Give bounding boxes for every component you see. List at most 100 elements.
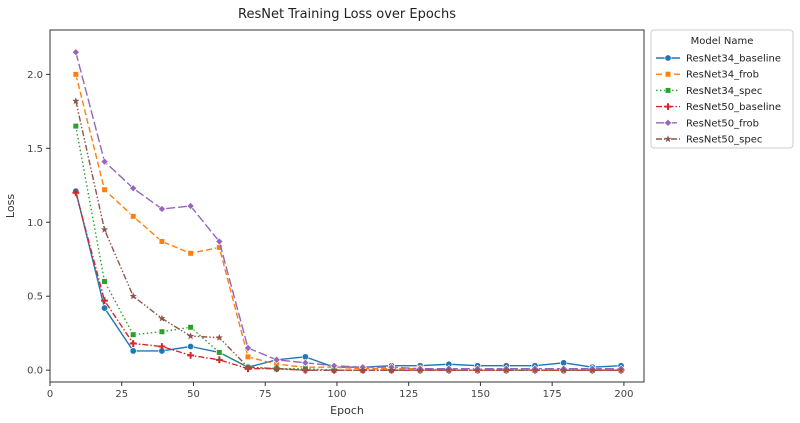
data-point [186, 201, 195, 211]
data-point [272, 355, 281, 364]
legend-label: ResNet34_baseline [686, 54, 781, 65]
series-ResNet34_spec [72, 123, 625, 374]
data-point [101, 304, 109, 312]
legend-title: Model Name [691, 36, 754, 47]
legend-label: ResNet50_spec [686, 135, 762, 146]
data-point [72, 189, 80, 197]
x-tick-label: 75 [259, 389, 272, 400]
data-point [187, 250, 194, 257]
legend-item: ResNet50_baseline [656, 102, 781, 113]
y-tick-label: 1.5 [27, 144, 43, 155]
data-point [617, 366, 625, 374]
data-point [301, 358, 310, 367]
data-point [243, 343, 253, 353]
data-point [72, 97, 80, 105]
legend-swatch-marker [663, 118, 673, 127]
legend-item: ResNet50_frob [656, 118, 759, 129]
data-point [157, 204, 166, 213]
data-point [129, 347, 137, 355]
data-point [129, 340, 137, 347]
y-tick-label: 0.0 [27, 366, 43, 377]
x-tick-label: 125 [399, 389, 418, 400]
data-point [101, 186, 108, 193]
data-point [72, 123, 79, 130]
chart-title: ResNet Training Loss over Epochs [238, 7, 456, 22]
y-axis: 0.0 0.5 1.0 1.5 2.0 [27, 70, 50, 377]
series-line [75, 192, 622, 371]
data-point [273, 364, 281, 372]
data-point [130, 331, 137, 338]
data-point [158, 343, 166, 350]
series-line [75, 74, 622, 371]
data-point [244, 353, 252, 360]
series-ResNet34_frob [72, 71, 625, 374]
data-point [158, 314, 166, 322]
y-tick-label: 1.0 [27, 218, 43, 229]
data-point [187, 351, 195, 359]
x-axis-label: Epoch [330, 404, 364, 417]
x-tick-label: 0 [47, 389, 53, 400]
data-point [129, 292, 137, 300]
series-ResNet34_baseline [72, 187, 625, 371]
data-point [502, 366, 510, 374]
legend-swatch-marker [664, 135, 672, 143]
legend-label: ResNet34_spec [686, 86, 762, 97]
y-tick-label: 2.0 [27, 70, 43, 81]
x-tick-label: 150 [471, 389, 490, 400]
legend-label: ResNet34_frob [686, 70, 759, 81]
x-tick-label: 25 [115, 389, 128, 400]
data-point [301, 366, 310, 374]
data-point [216, 349, 223, 356]
data-point [215, 333, 223, 341]
legend-item: ResNet50_spec [656, 135, 762, 146]
legend-swatch-marker [664, 87, 672, 94]
series-line [75, 126, 622, 371]
legend-frame [650, 29, 794, 149]
series-line [75, 191, 622, 368]
series-ResNet50_baseline [72, 189, 625, 374]
legend-item: ResNet34_baseline [656, 54, 781, 65]
data-point [158, 238, 166, 245]
series-line [75, 52, 622, 370]
legend-swatch-marker [664, 71, 672, 78]
data-point [158, 328, 166, 335]
data-point [244, 363, 252, 371]
y-axis-label: Loss [4, 194, 17, 218]
data-point [588, 366, 596, 374]
legend-swatch-marker [664, 103, 672, 110]
legend: Model Name ResNet34_baseline ResNet34_fro… [650, 29, 794, 149]
legend-item: ResNet34_frob [656, 70, 759, 81]
x-tick-label: 200 [614, 389, 633, 400]
data-point [473, 366, 482, 374]
data-point [130, 213, 137, 220]
x-tick-label: 175 [543, 389, 562, 400]
series-line [75, 100, 622, 371]
data-point [330, 366, 338, 374]
data-point [387, 366, 396, 374]
data-point [445, 366, 453, 374]
legend-item: ResNet34_spec [656, 86, 762, 97]
data-point [560, 366, 568, 374]
legend-swatch-marker [664, 54, 672, 62]
y-tick-label: 0.5 [27, 292, 43, 303]
x-tick-label: 100 [327, 389, 346, 400]
x-axis: 0 25 50 75 100 125 150 175 200 [47, 382, 633, 400]
legend-label: ResNet50_baseline [686, 102, 781, 113]
data-point [215, 356, 223, 364]
data-point [187, 324, 194, 331]
data-point [100, 157, 109, 166]
x-tick-label: 50 [187, 389, 200, 400]
data-point [71, 48, 80, 57]
legend-label: ResNet50_frob [686, 118, 759, 129]
data-point [187, 343, 195, 351]
data-point [215, 237, 224, 246]
data-point [72, 71, 79, 78]
series-layer [71, 48, 626, 374]
data-point [359, 366, 367, 374]
data-point [101, 278, 108, 285]
data-point [186, 332, 195, 340]
data-point [101, 297, 108, 305]
data-point [531, 366, 539, 374]
series-ResNet50_spec [72, 97, 625, 374]
